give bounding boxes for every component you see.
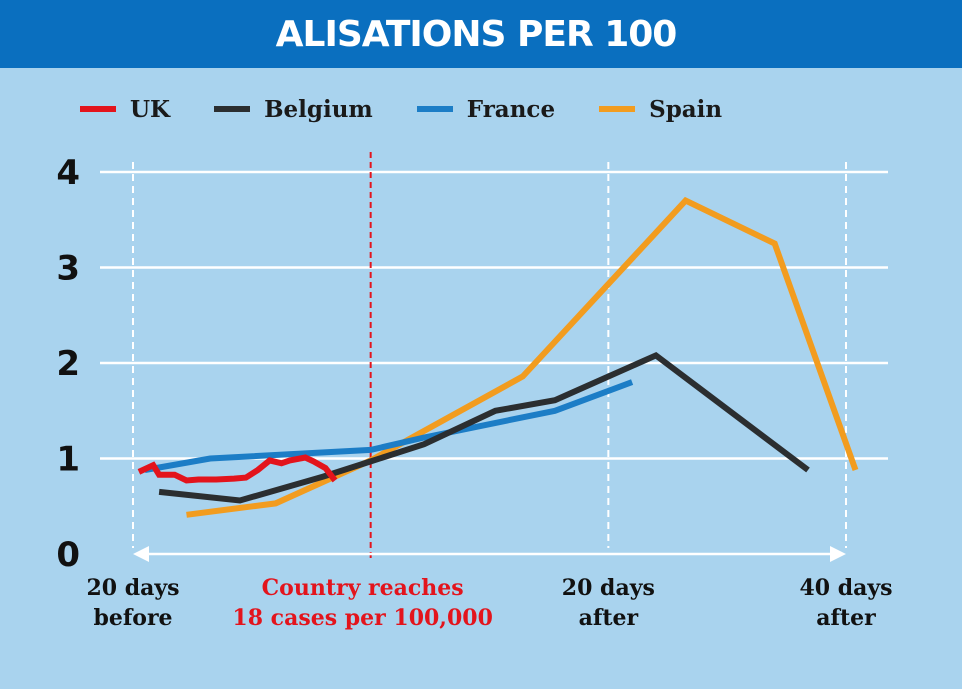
x-tick-label: after [579, 605, 639, 631]
title-banner: ALISATIONS PER 100 [0, 0, 962, 68]
bottom-margin [0, 632, 962, 689]
legend-swatch [599, 106, 636, 112]
legend-swatch [80, 106, 116, 112]
legend-swatch [214, 106, 251, 112]
series-line-spain [186, 196, 859, 518]
legend-label: France [466, 95, 556, 123]
x-tick-label: 20 days [86, 575, 179, 601]
legend-label: Spain [649, 95, 723, 123]
legend-swatch [416, 106, 453, 112]
legend-item-france: France [416, 95, 556, 123]
legend-item-belgium: Belgium [214, 96, 373, 123]
series-line-uk [137, 454, 338, 484]
annotation-label: Country reaches [262, 575, 464, 601]
series-line-france [144, 379, 634, 473]
y-tick-label: 1 [56, 440, 80, 480]
y-tick-label: 0 [56, 535, 80, 575]
x-axis-arrow-left [133, 546, 149, 562]
legend: UK Belgium France Spain [80, 92, 766, 126]
y-tick-label: 3 [56, 249, 80, 289]
annotation-label: 18 cases per 100,000 [232, 605, 493, 631]
x-tick-label: 40 days [799, 575, 892, 601]
x-tick-label: before [93, 605, 172, 631]
legend-item-spain: Spain [599, 96, 722, 123]
x-tick-label: 20 days [562, 575, 655, 601]
x-axis-arrow-right [830, 546, 846, 562]
legend-item-uk: UK [80, 96, 170, 123]
legend-label: Belgium [264, 95, 373, 123]
series-line-belgium [158, 351, 810, 504]
chart-title: ALISATIONS PER 100 [275, 13, 678, 55]
x-tick-label: after [816, 605, 876, 631]
y-tick-label: 4 [56, 153, 80, 193]
y-tick-label: 2 [56, 344, 80, 384]
legend-label: UK [130, 95, 171, 123]
